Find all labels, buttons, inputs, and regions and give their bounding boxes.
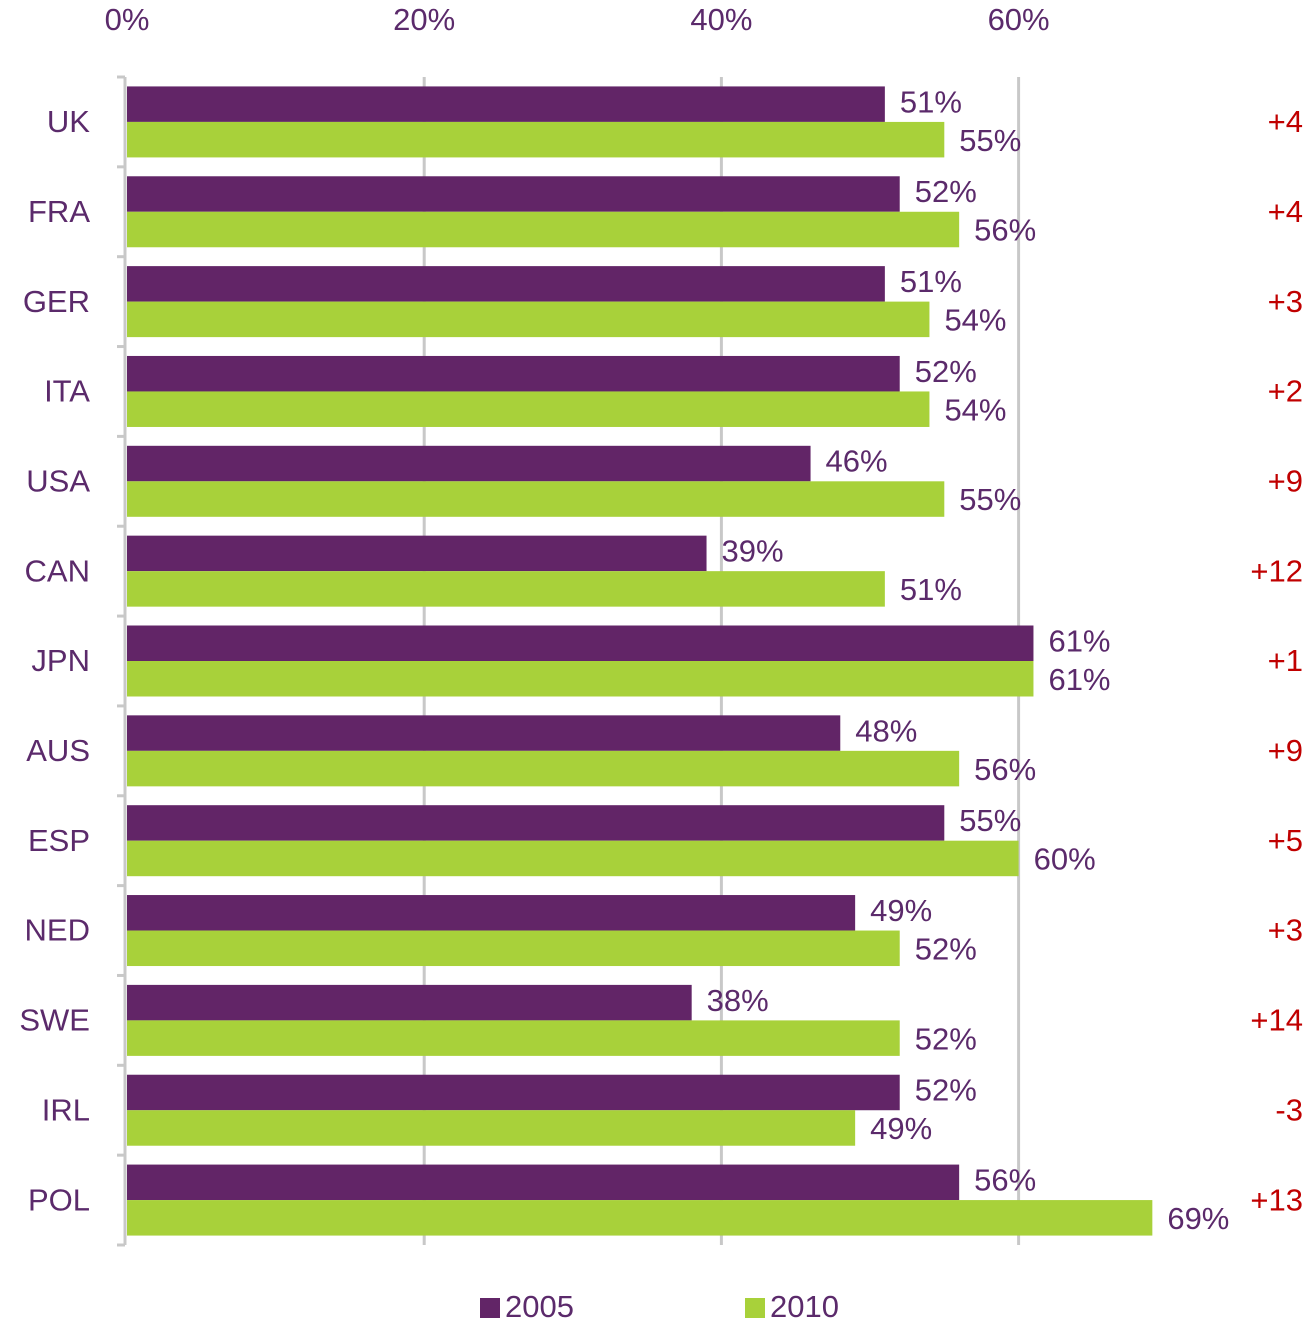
value-label: 52% xyxy=(915,354,977,389)
value-label: 61% xyxy=(1048,623,1110,658)
value-label: 39% xyxy=(722,534,784,569)
value-label: 48% xyxy=(855,713,917,748)
y-tick-label: GER xyxy=(23,284,90,319)
annotation: +2 xyxy=(1268,374,1303,409)
value-label: 69% xyxy=(1167,1201,1229,1236)
y-tick-label: JPN xyxy=(31,643,90,678)
bar xyxy=(127,445,811,482)
x-tick-label: 40% xyxy=(690,2,752,37)
value-label: 61% xyxy=(1048,662,1110,697)
y-tick-label: AUS xyxy=(26,733,90,768)
bar xyxy=(127,86,885,122)
bar xyxy=(127,1074,900,1111)
annotation: -3 xyxy=(1275,1092,1303,1127)
bar xyxy=(127,1164,960,1201)
value-label: 51% xyxy=(900,264,962,299)
legend-label: 2005 xyxy=(505,1289,574,1323)
value-label: 56% xyxy=(974,1163,1036,1198)
annotation: +3 xyxy=(1268,284,1303,319)
value-label: 55% xyxy=(959,803,1021,838)
bar xyxy=(127,176,900,212)
bar xyxy=(127,984,692,1021)
value-label: 55% xyxy=(959,482,1021,517)
bar xyxy=(127,625,1034,661)
x-tick-label: 20% xyxy=(393,2,455,37)
x-tick-label: 0% xyxy=(105,2,150,37)
bar xyxy=(127,481,945,517)
annotation: +12 xyxy=(1250,553,1303,588)
annotation: +1 xyxy=(1268,643,1303,678)
y-tick-label: ITA xyxy=(44,374,90,409)
value-label: 56% xyxy=(974,752,1036,787)
bar xyxy=(127,1020,900,1056)
bar xyxy=(127,840,1019,877)
bar xyxy=(127,1110,856,1146)
bar xyxy=(127,535,707,572)
bar xyxy=(127,750,960,787)
annotation: +13 xyxy=(1250,1182,1303,1217)
y-tick-label: FRA xyxy=(28,194,90,229)
annotation: +4 xyxy=(1268,194,1303,229)
value-label: 52% xyxy=(915,931,977,966)
annotation: +9 xyxy=(1268,733,1303,768)
value-label: 51% xyxy=(900,84,962,119)
y-tick-label: UK xyxy=(47,104,90,139)
value-label: 46% xyxy=(826,444,888,479)
value-label: 52% xyxy=(915,1021,977,1056)
annotation: +4 xyxy=(1268,104,1303,139)
y-tick-label: SWE xyxy=(19,1003,90,1038)
value-label: 60% xyxy=(1034,842,1096,877)
annotation: +3 xyxy=(1268,913,1303,948)
bar xyxy=(127,571,885,607)
bar xyxy=(127,930,900,967)
bar xyxy=(127,715,841,751)
bar xyxy=(127,1200,1153,1236)
legend-swatch xyxy=(745,1298,765,1318)
value-label: 56% xyxy=(974,213,1036,248)
value-label: 52% xyxy=(915,174,977,209)
x-tick-label: 60% xyxy=(988,2,1050,37)
bar xyxy=(127,121,945,158)
value-label: 55% xyxy=(959,123,1021,158)
y-tick-label: CAN xyxy=(25,553,90,588)
y-tick-label: NED xyxy=(25,913,90,948)
bar xyxy=(127,301,930,338)
y-tick-label: POL xyxy=(28,1182,90,1217)
annotation: +14 xyxy=(1250,1003,1303,1038)
value-label: 52% xyxy=(915,1073,977,1108)
bar xyxy=(127,895,856,931)
value-label: 54% xyxy=(944,303,1006,338)
bar xyxy=(127,211,960,248)
legend-label: 2010 xyxy=(770,1289,839,1323)
legend-swatch xyxy=(480,1298,500,1318)
annotation: +5 xyxy=(1268,823,1303,858)
value-label: 51% xyxy=(900,572,962,607)
value-label: 49% xyxy=(870,1111,932,1146)
bar xyxy=(127,266,885,302)
bar xyxy=(127,391,930,427)
y-tick-label: USA xyxy=(26,463,90,498)
bar xyxy=(127,661,1034,697)
bar xyxy=(127,805,945,841)
bar xyxy=(127,355,900,392)
value-label: 54% xyxy=(944,392,1006,427)
y-tick-label: ESP xyxy=(28,823,90,858)
annotation: +9 xyxy=(1268,463,1303,498)
y-tick-label: IRL xyxy=(42,1092,90,1127)
value-label: 49% xyxy=(870,893,932,928)
value-label: 38% xyxy=(707,983,769,1018)
